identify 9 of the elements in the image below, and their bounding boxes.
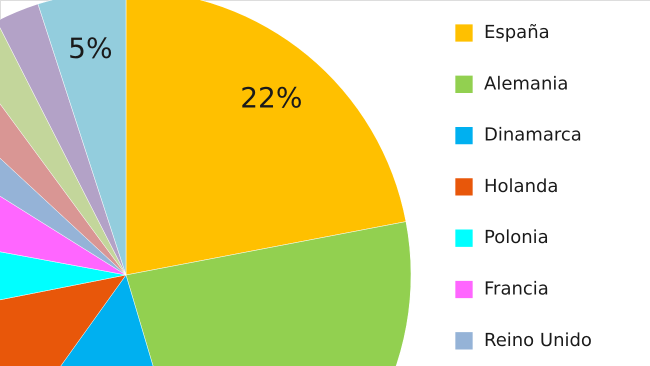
data-label: 5%: [68, 32, 113, 65]
legend-label: Holanda: [484, 176, 558, 197]
legend-label: Alemania: [484, 73, 568, 94]
legend-label: Reino Unido: [484, 330, 592, 351]
data-label: 22%: [240, 81, 302, 114]
legend-label: Dinamarca: [484, 124, 582, 146]
legend-label: Francia: [484, 278, 549, 300]
legend-label: Polonia: [484, 227, 549, 248]
legend-label: España: [484, 22, 550, 43]
